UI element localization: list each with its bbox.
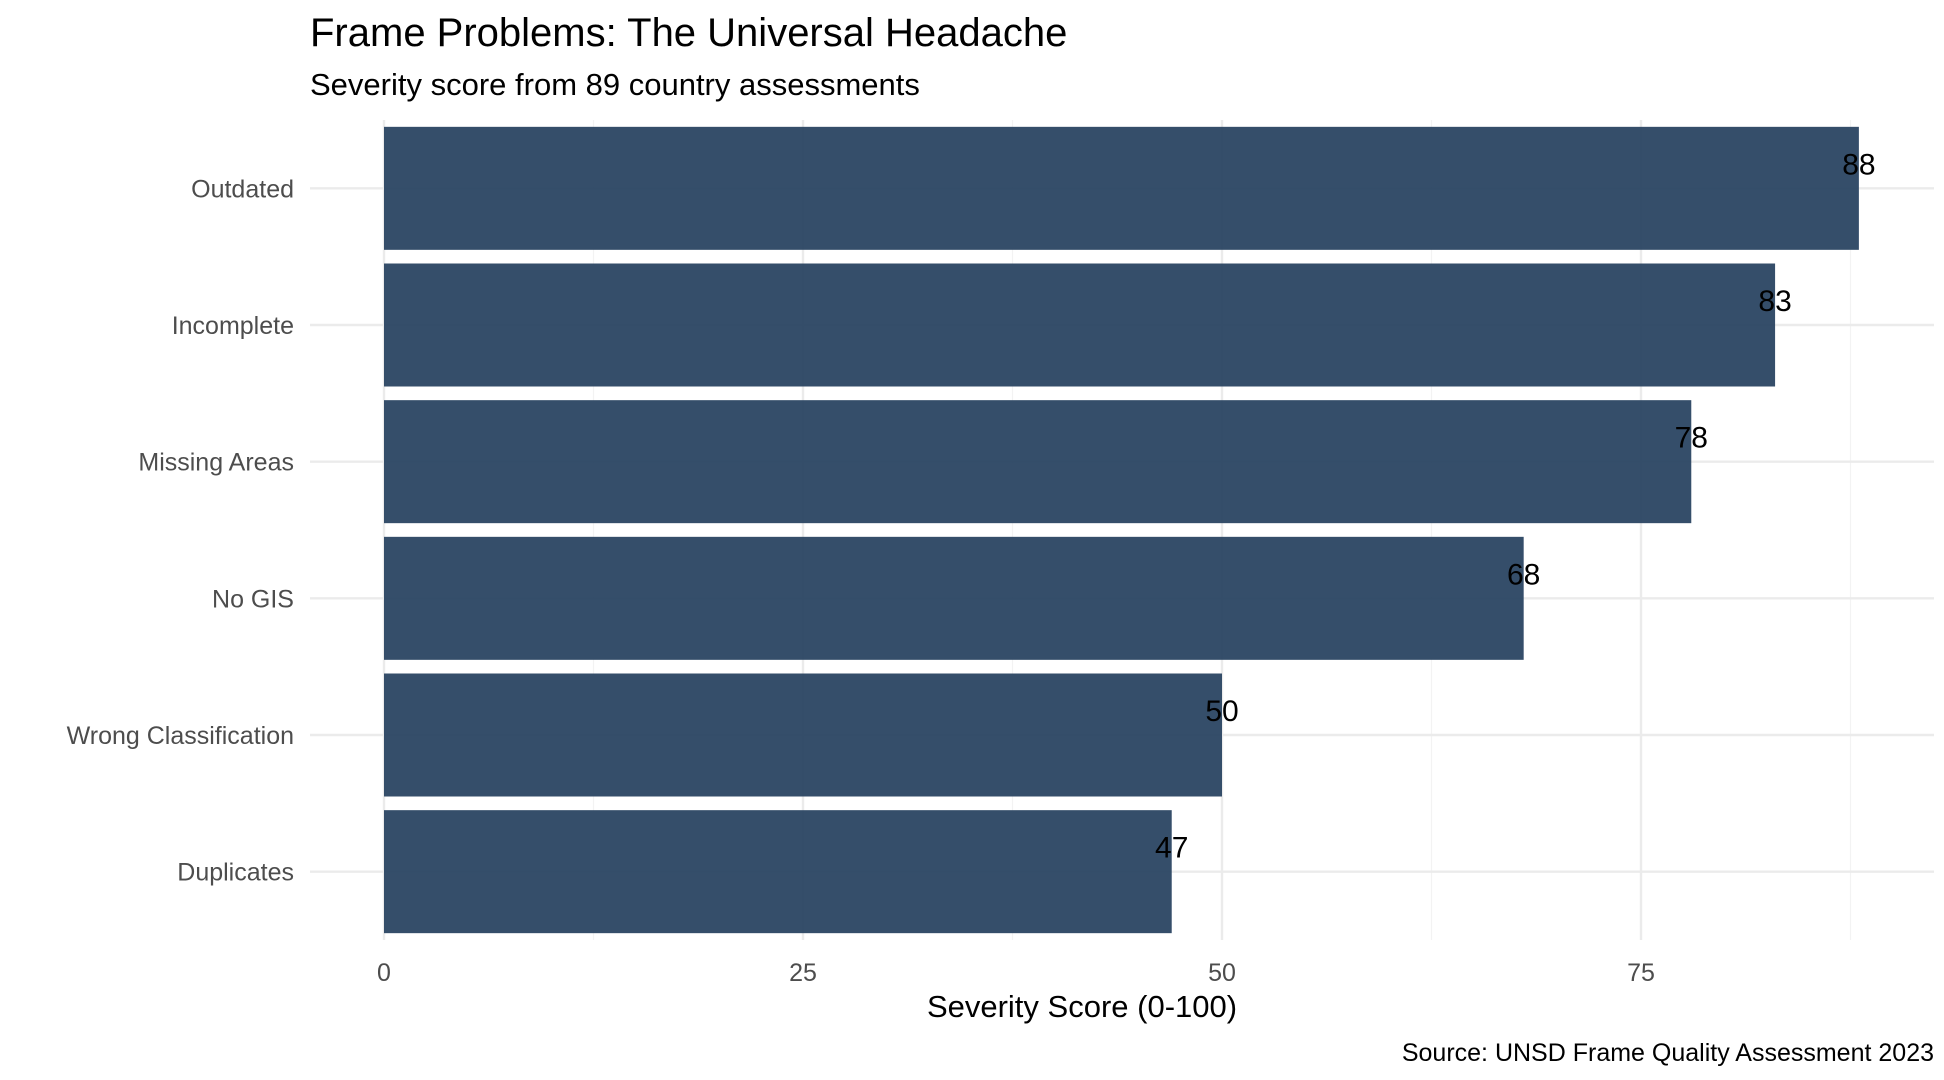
value-axis-tick-labels: 0 25 50 75 xyxy=(377,959,1655,987)
category-label-incomplete: Incomplete xyxy=(172,312,294,340)
category-label-missing-areas: Missing Areas xyxy=(138,449,294,477)
x-tick-label-50: 50 xyxy=(1208,959,1236,987)
chart-title: Frame Problems: The Universal Headache xyxy=(310,11,1067,55)
category-label-duplicates: Duplicates xyxy=(177,859,294,887)
category-axis-labels: Outdated Incomplete Missing Areas No GIS Wro… xyxy=(67,175,294,886)
bar-duplicates xyxy=(384,810,1172,934)
bar-outdated xyxy=(384,126,1859,250)
data-label-incomplete: 83 xyxy=(1758,285,1791,318)
bar-incomplete xyxy=(384,263,1776,387)
data-label-duplicates: 47 xyxy=(1155,832,1188,865)
chart-subtitle: Severity score from 89 country assessmen… xyxy=(310,67,920,102)
category-label-no-gis: No GIS xyxy=(212,585,294,613)
chart-caption: Source: UNSD Frame Quality Assessment 20… xyxy=(1402,1039,1934,1067)
category-label-outdated: Outdated xyxy=(191,175,294,203)
data-label-missing-areas: 78 xyxy=(1675,422,1708,455)
x-tick-label-75: 75 xyxy=(1627,959,1655,987)
bar-wrong-classification xyxy=(384,673,1222,797)
data-label-wrong-classification: 50 xyxy=(1205,695,1238,728)
category-label-wrong-classification: Wrong Classification xyxy=(67,722,294,750)
x-axis-title: Severity Score (0-100) xyxy=(927,989,1237,1024)
bars xyxy=(384,126,1859,934)
data-label-outdated: 88 xyxy=(1842,148,1875,181)
x-tick-label-0: 0 xyxy=(377,959,391,987)
bar-missing-areas xyxy=(384,400,1692,524)
bar-no-gis xyxy=(384,536,1524,660)
x-tick-label-25: 25 xyxy=(789,959,817,987)
data-label-no-gis: 68 xyxy=(1507,558,1540,591)
data-labels: 88 83 78 68 50 47 xyxy=(1155,148,1876,864)
